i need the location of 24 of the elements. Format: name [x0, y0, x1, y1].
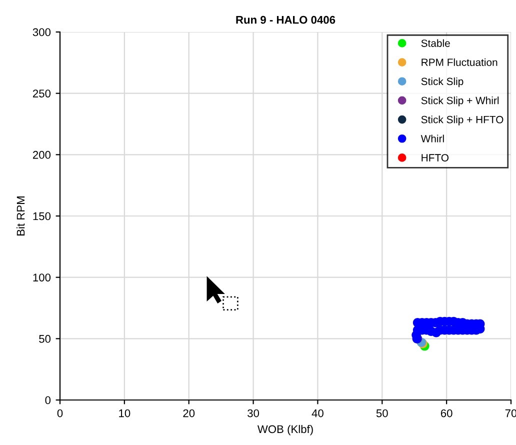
y-tick-label: 0	[45, 396, 51, 404]
x-tick-label: 0	[57, 409, 63, 418]
y-tick-label: 100	[33, 274, 51, 282]
legend-label: Whirl	[420, 134, 444, 142]
legend-label: Stick Slip + HFTO	[421, 116, 504, 126]
x-axis-title: WOB (Klbf)	[257, 424, 313, 436]
legend-label: Stick Slip + Whirl	[421, 96, 499, 106]
x-tick-label: 30	[248, 409, 260, 418]
y-axis-title: Bit RPM	[16, 196, 25, 236]
x-tick-label: 50	[376, 409, 388, 418]
y-tick-label: 300	[32, 28, 51, 36]
legend-label: Stick Slip	[421, 77, 464, 88]
y-tick-label: 50	[39, 334, 51, 343]
x-tick-label: 40	[312, 409, 324, 418]
legend-label: RPM Fluctuation	[422, 58, 498, 66]
x-tick-label: 60	[440, 409, 452, 418]
x-tick-label: 20	[183, 409, 195, 418]
y-tick-label: 150	[33, 212, 51, 220]
legend-label: HFTO	[422, 154, 449, 162]
y-tick-label: 250	[32, 90, 51, 98]
y-tick-label: 200	[32, 150, 51, 159]
legend-label: Stable	[421, 39, 450, 47]
chart-title: Run 9 - HALO 0406	[236, 16, 336, 24]
x-tick-label: 10	[119, 409, 130, 418]
